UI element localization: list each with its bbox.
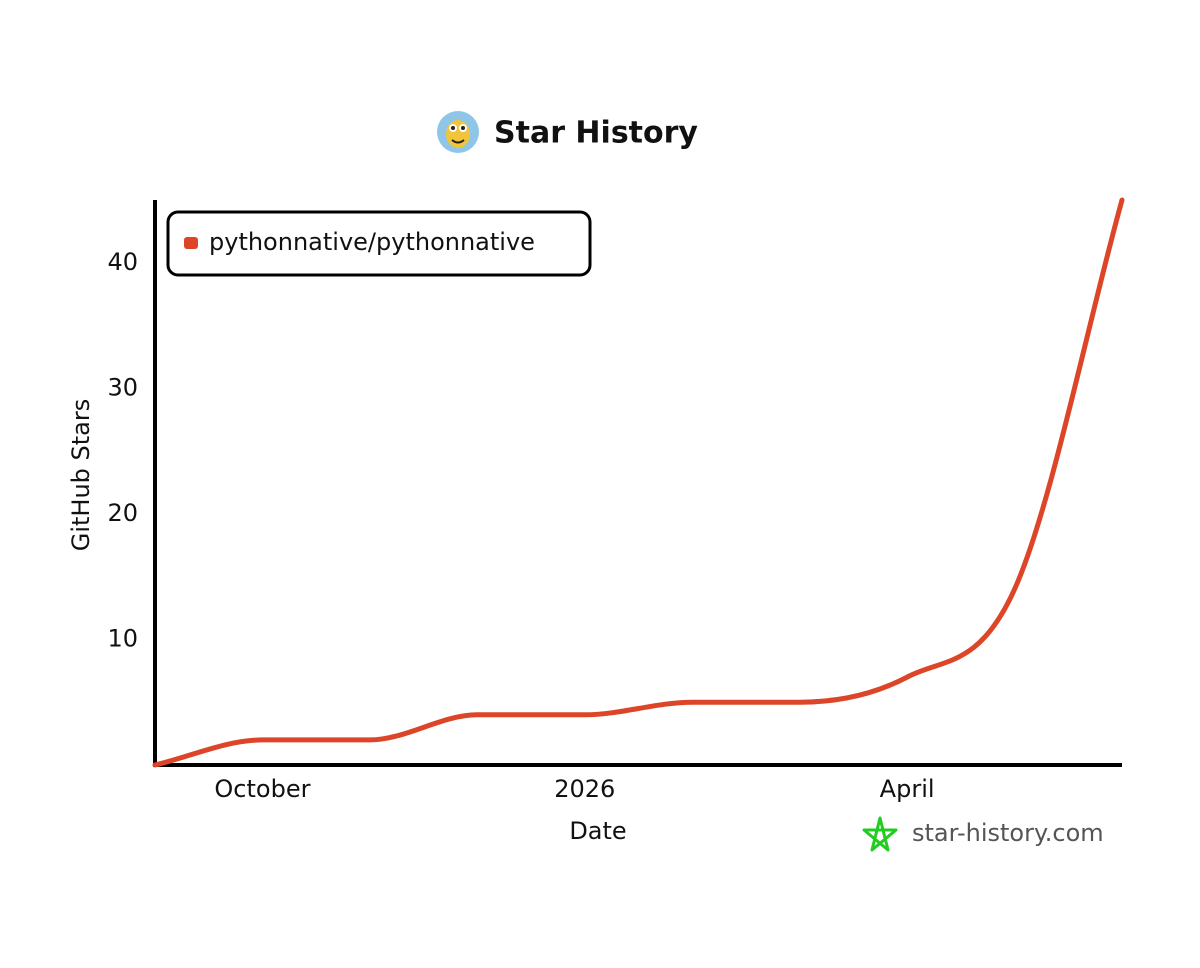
- y-axis-label: GitHub Stars: [67, 399, 95, 552]
- legend: pythonnative/pythonnative: [166, 210, 592, 277]
- y-tick-label: 30: [107, 373, 138, 401]
- x-axis-label: Date: [569, 817, 626, 845]
- title-icon: [437, 111, 479, 153]
- x-tick-label: 2026: [554, 775, 615, 803]
- y-tick-label: 40: [107, 248, 138, 276]
- chart-title: Star History: [494, 116, 698, 151]
- watermark: star-history.com: [862, 816, 1104, 852]
- legend-box: [166, 210, 592, 277]
- y-tick-label: 10: [107, 624, 138, 652]
- legend-swatch: [184, 237, 198, 249]
- x-tick-label: April: [880, 775, 935, 803]
- legend-label: pythonnative/pythonnative: [209, 228, 535, 256]
- series-line: [152, 197, 1125, 768]
- y-tick-label: 20: [107, 499, 138, 527]
- watermark-text: star-history.com: [912, 819, 1104, 847]
- x-tick-label: October: [214, 775, 310, 803]
